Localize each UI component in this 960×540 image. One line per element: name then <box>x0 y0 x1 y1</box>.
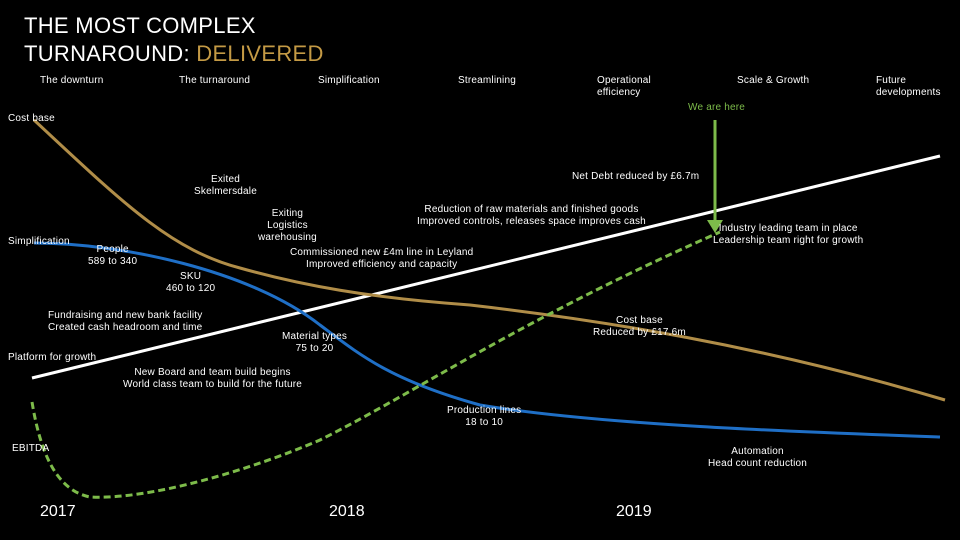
cost-base-reduced-annotation: Cost base Reduced by £17.6m <box>593 315 686 338</box>
sku-annotation: SKU 460 to 120 <box>166 271 216 294</box>
platform-line <box>31 154 941 380</box>
title-line-2: TURNAROUND: DELIVERED <box>24 40 324 68</box>
title-line-1: THE MOST COMPLEX <box>24 13 256 38</box>
net-debt-annotation: Net Debt reduced by £6.7m <box>572 171 700 182</box>
automation-annotation: Automation Head count reduction <box>708 446 808 469</box>
raw-materials-annotation: Reduction of raw materials and finished … <box>417 204 646 227</box>
year-2017: 2017 <box>40 503 76 520</box>
material-types-annotation: Material types 75 to 20 <box>282 331 348 354</box>
ebitda-label: EBITDA <box>12 443 50 454</box>
phase-streamlining: Streamlining <box>458 75 516 86</box>
we-are-here-arrow-head <box>707 220 723 233</box>
cost-base-label: Cost base <box>8 113 55 124</box>
simplification-label: Simplification <box>8 236 70 247</box>
year-2019: 2019 <box>616 503 652 520</box>
simplification-curve <box>33 241 941 439</box>
title-line-2-prefix: TURNAROUND: <box>24 41 197 66</box>
cost-base-curve <box>32 118 946 402</box>
page-title: THE MOST COMPLEX TURNAROUND: DELIVERED <box>24 12 324 68</box>
phase-turnaround: The turnaround <box>179 75 251 86</box>
exiting-logistics-annotation: Exiting Logistics warehousing <box>258 208 317 243</box>
ebitda-curve <box>30 230 721 499</box>
exited-skelmersdale-annotation: Exited Skelmersdale <box>194 174 257 197</box>
platform-for-growth-label: Platform for growth <box>8 352 97 363</box>
fundraising-annotation: Fundraising and new bank facility Create… <box>48 310 203 333</box>
industry-leading-team-annotation: Industry leading team in place Leadershi… <box>713 223 864 246</box>
leyland-line-annotation: Commissioned new £4m line in Leyland Imp… <box>290 247 474 270</box>
title-line-2-highlight: DELIVERED <box>196 41 324 66</box>
phase-scale-growth: Scale & Growth <box>737 75 810 86</box>
phase-downturn: The downturn <box>40 75 104 86</box>
phase-operational-efficiency: Operational efficiency <box>597 75 651 98</box>
year-2018: 2018 <box>329 503 365 520</box>
new-board-annotation: New Board and team build begins World cl… <box>123 367 303 390</box>
phase-future-developments: Future developments <box>876 75 941 98</box>
phase-simplification: Simplification <box>318 75 380 86</box>
people-annotation: People 589 to 340 <box>88 244 138 267</box>
we-are-here-label: We are here <box>688 102 746 113</box>
production-lines-annotation: Production lines 18 to 10 <box>447 405 522 428</box>
